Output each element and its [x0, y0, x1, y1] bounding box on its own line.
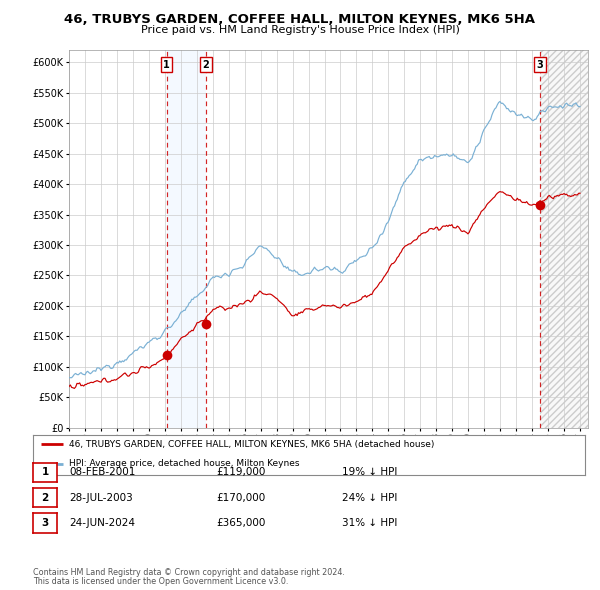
Text: 19% ↓ HPI: 19% ↓ HPI: [342, 467, 397, 477]
Text: 31% ↓ HPI: 31% ↓ HPI: [342, 518, 397, 528]
Text: 2: 2: [202, 60, 209, 70]
Text: Contains HM Land Registry data © Crown copyright and database right 2024.: Contains HM Land Registry data © Crown c…: [33, 568, 345, 577]
Text: £170,000: £170,000: [216, 493, 265, 503]
Text: 3: 3: [536, 60, 543, 70]
Text: 46, TRUBYS GARDEN, COFFEE HALL, MILTON KEYNES, MK6 5HA (detached house): 46, TRUBYS GARDEN, COFFEE HALL, MILTON K…: [69, 440, 434, 449]
Text: 24% ↓ HPI: 24% ↓ HPI: [342, 493, 397, 503]
Bar: [540, 50, 588, 428]
Bar: [167, 50, 206, 428]
Text: This data is licensed under the Open Government Licence v3.0.: This data is licensed under the Open Gov…: [33, 577, 289, 586]
Text: 3: 3: [41, 518, 49, 528]
Text: 1: 1: [163, 60, 170, 70]
Text: HPI: Average price, detached house, Milton Keynes: HPI: Average price, detached house, Milt…: [69, 459, 299, 468]
Text: 08-FEB-2001: 08-FEB-2001: [69, 467, 136, 477]
Text: £365,000: £365,000: [216, 518, 265, 528]
Text: 1: 1: [41, 467, 49, 477]
Text: 2: 2: [41, 493, 49, 503]
Text: £119,000: £119,000: [216, 467, 265, 477]
Text: 28-JUL-2003: 28-JUL-2003: [69, 493, 133, 503]
Text: 24-JUN-2024: 24-JUN-2024: [69, 518, 135, 528]
Text: 46, TRUBYS GARDEN, COFFEE HALL, MILTON KEYNES, MK6 5HA: 46, TRUBYS GARDEN, COFFEE HALL, MILTON K…: [65, 13, 536, 26]
Text: Price paid vs. HM Land Registry's House Price Index (HPI): Price paid vs. HM Land Registry's House …: [140, 25, 460, 35]
